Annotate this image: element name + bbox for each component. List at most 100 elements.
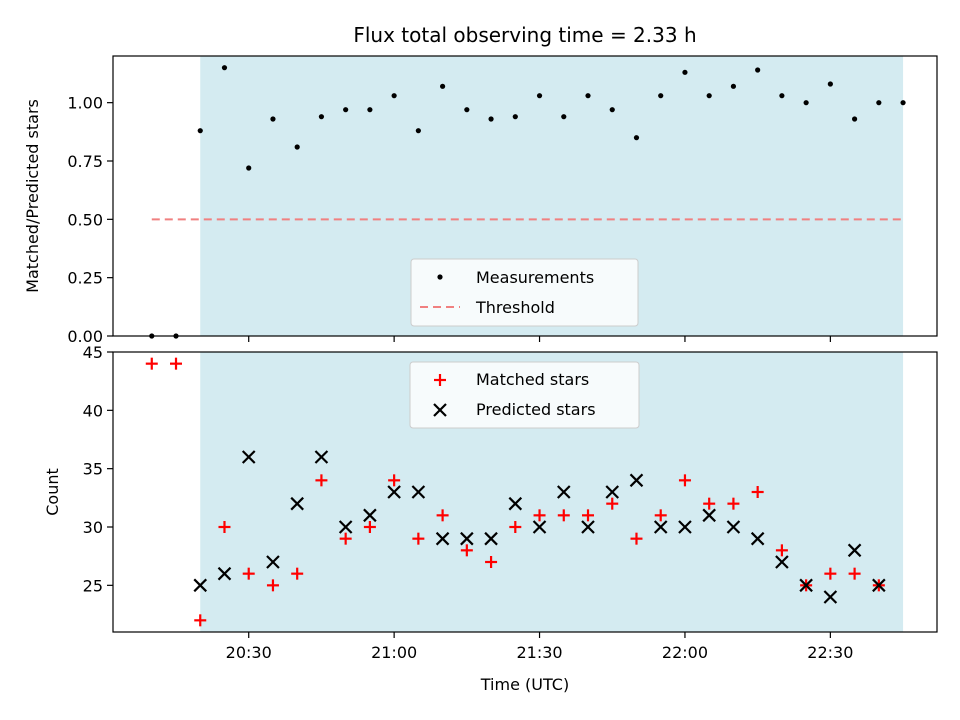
top-y-axis-label: Matched/Predicted stars <box>23 99 42 293</box>
bottom-y-ticks: 25 30 35 40 45 <box>83 343 113 595</box>
measurement-points <box>149 65 906 339</box>
predicted-star-point <box>678 520 692 534</box>
predicted-star-point <box>799 578 813 593</box>
legend-matched-marker <box>434 374 446 386</box>
measurement-point <box>221 65 228 71</box>
matched-star-point <box>751 486 764 498</box>
predicted-star-points <box>193 450 886 604</box>
matched-star-point <box>170 357 183 370</box>
matched-star-point <box>218 521 231 533</box>
matched-star-point <box>194 614 207 627</box>
matched-star-point <box>582 509 595 522</box>
predicted-star-point <box>653 520 668 534</box>
predicted-star-point <box>217 566 232 581</box>
top-legend: Measurements Threshold <box>410 258 639 327</box>
predicted-star-point <box>629 473 644 488</box>
bottom-y-tick-label: 45 <box>83 343 103 362</box>
measurement-point <box>343 107 349 113</box>
bottom-y-tick-label: 25 <box>83 576 103 595</box>
measurement-point <box>488 116 494 122</box>
measurement-point <box>852 116 858 122</box>
bottom-legend-box <box>409 361 640 429</box>
measurement-point <box>415 128 421 134</box>
measurement-point <box>440 83 446 89</box>
top-plot-frame <box>112 55 938 337</box>
measurement-point <box>246 165 252 171</box>
top-y-tick-label: 0.00 <box>67 327 103 346</box>
bottom-legend: Matched stars Predicted stars <box>409 361 640 429</box>
matched-star-point <box>630 532 643 545</box>
predicted-star-point <box>872 578 886 593</box>
matched-star-point <box>242 567 255 580</box>
predicted-star-point <box>241 450 256 464</box>
predicted-star-point <box>435 531 450 546</box>
measurement-point <box>318 114 325 120</box>
legend-matched-label: Matched stars <box>476 370 589 389</box>
x-tick-label: 20:30 <box>226 643 272 662</box>
matched-star-point <box>509 521 522 533</box>
top-y-tick-label: 0.50 <box>67 210 103 229</box>
matched-star-point <box>339 532 352 545</box>
measurement-point <box>536 93 543 99</box>
matched-star-point <box>848 567 861 580</box>
bottom-plot-frame <box>112 351 938 633</box>
predicted-star-point <box>726 520 741 534</box>
measurement-point <box>561 114 567 120</box>
matched-star-point <box>727 497 740 510</box>
top-panel: 0.00 0.25 0.50 0.75 1.00 Matched/Predicted s… <box>23 55 938 346</box>
predicted-star-point <box>581 520 595 534</box>
measurement-point <box>294 144 300 150</box>
matched-star-point <box>363 521 376 533</box>
predicted-star-point <box>193 578 208 593</box>
measurement-point <box>391 93 397 99</box>
measurement-point <box>512 114 518 120</box>
measurement-point <box>876 100 882 106</box>
measurement-point <box>270 116 276 122</box>
matched-star-point <box>266 579 279 592</box>
matched-star-point <box>436 509 449 522</box>
matched-star-point <box>315 474 328 487</box>
predicted-star-point <box>532 520 547 534</box>
measurement-point <box>900 100 906 106</box>
measurement-point <box>197 128 203 134</box>
predicted-star-point <box>556 485 571 499</box>
x-tick-label: 22:30 <box>807 643 853 662</box>
matched-star-point <box>654 509 667 522</box>
matched-star-point <box>824 567 837 580</box>
matched-star-point <box>557 509 570 522</box>
predicted-star-point <box>750 531 765 546</box>
measurement-point <box>803 100 809 106</box>
legend-threshold-label: Threshold <box>475 298 555 317</box>
top-y-tick-label: 0.75 <box>67 152 103 171</box>
measurement-point <box>464 107 470 113</box>
bottom-x-ticks: 20:30 21:00 21:30 22:00 22:30 <box>226 632 853 662</box>
top-y-ticks: 0.00 0.25 0.50 0.75 1.00 <box>67 94 113 346</box>
matched-star-point <box>412 532 425 545</box>
predicted-star-point <box>314 450 329 464</box>
measurement-point <box>633 135 640 141</box>
matched-star-point <box>703 497 716 510</box>
measurement-point <box>730 83 737 89</box>
predicted-star-point <box>338 520 353 534</box>
predicted-star-point <box>823 590 838 604</box>
legend-predicted-label: Predicted stars <box>476 400 596 419</box>
bottom-y-tick-label: 35 <box>83 460 103 479</box>
measurement-point <box>658 93 664 99</box>
bottom-panel: 25 30 35 40 45 20:30 21:00 21:30 22:00 22:30 Cou… <box>43 343 938 694</box>
predicted-star-point <box>460 531 474 546</box>
measurement-point <box>779 93 785 99</box>
measurement-point <box>827 81 833 87</box>
predicted-star-point <box>411 485 426 499</box>
top-x-ticks <box>248 336 831 342</box>
bottom-y-tick-label: 30 <box>83 518 103 537</box>
bottom-y-tick-label: 40 <box>83 401 103 420</box>
predicted-star-point <box>266 555 280 569</box>
matched-star-point <box>775 544 788 557</box>
matched-star-point <box>145 357 158 370</box>
top-y-tick-label: 0.25 <box>67 269 103 288</box>
measurement-point <box>682 69 688 75</box>
x-tick-label: 21:30 <box>516 643 562 662</box>
predicted-star-point <box>775 555 789 569</box>
measurement-point <box>367 107 373 113</box>
